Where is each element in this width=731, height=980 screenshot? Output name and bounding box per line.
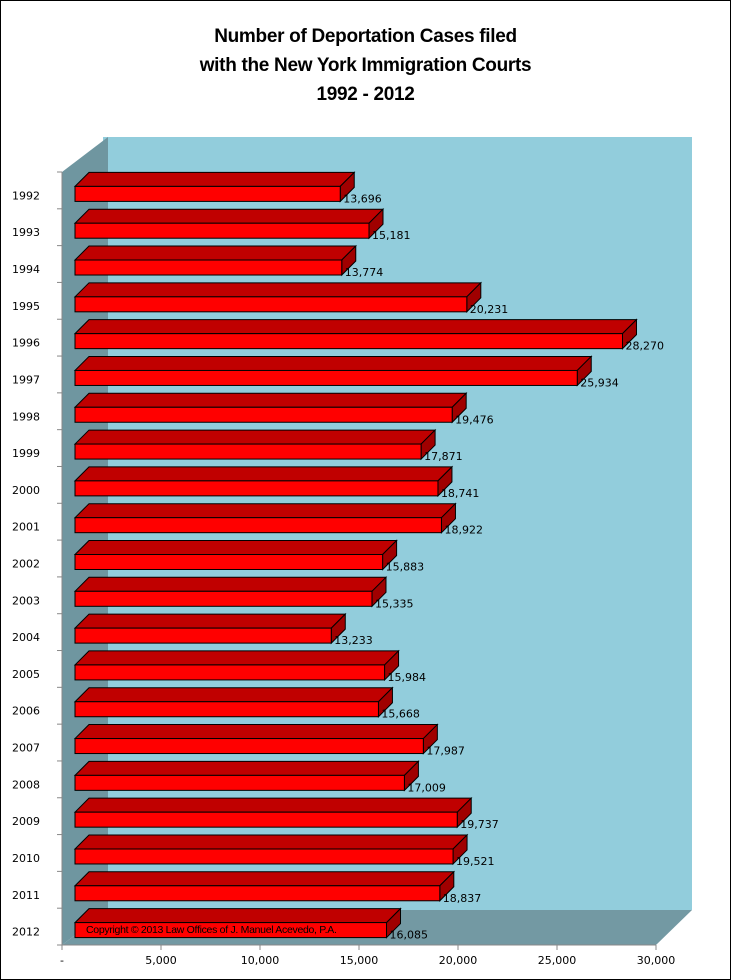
y-category-label: 2000	[12, 484, 40, 497]
bar-front-face	[74, 774, 405, 791]
bar-front-face	[74, 590, 373, 607]
bar-front-face	[74, 701, 379, 718]
copyright-annotation: Copyright © 2013 Law Offices of J. Manue…	[86, 924, 337, 936]
chart-title: Number of Deportation Cases filed with t…	[0, 22, 731, 109]
title-line-1: Number of Deportation Cases filed	[214, 26, 517, 47]
y-category-label: 2004	[12, 631, 40, 644]
bar-top-face	[73, 650, 400, 666]
bar-front-face	[74, 296, 468, 313]
bar-front-face	[74, 664, 386, 681]
y-category-label: 1994	[12, 263, 40, 276]
bar-top-face	[73, 576, 388, 592]
data-label: 18,837	[443, 892, 482, 905]
bar-top-face	[73, 760, 420, 776]
x-tick-label: 10,000	[241, 954, 280, 967]
bar-front-face	[74, 222, 370, 239]
y-category-label: 1993	[12, 226, 40, 239]
x-tick-label: 15,000	[340, 954, 379, 967]
data-label: 15,883	[386, 561, 425, 574]
bar-top-face	[73, 466, 454, 482]
bar-top-face	[73, 724, 439, 740]
bar-front-face	[74, 848, 454, 865]
y-category-label: 1995	[12, 300, 40, 313]
data-label: 13,696	[343, 192, 382, 205]
bar-front-face	[74, 406, 453, 423]
data-label: 17,009	[407, 781, 446, 794]
data-label: 15,668	[381, 708, 420, 721]
bar-top-face	[73, 245, 357, 261]
y-category-label: 1996	[12, 337, 40, 350]
title-line-3: 1992 - 2012	[316, 84, 415, 105]
bar-top-face	[73, 319, 638, 335]
data-label: 13,774	[345, 266, 384, 279]
bar-front-face	[74, 738, 424, 755]
y-category-label: 2003	[12, 594, 40, 607]
x-tick-label: 20,000	[439, 954, 478, 967]
bar-top-face	[73, 834, 469, 850]
x-tick-label: -	[60, 954, 64, 967]
y-category-label: 2005	[12, 668, 40, 681]
bar-front-face	[74, 185, 341, 202]
y-category-label: 1999	[12, 447, 40, 460]
bar-top-face	[73, 613, 347, 629]
bar-top-face	[73, 171, 356, 187]
bar-top-face	[73, 282, 483, 298]
data-label: 13,233	[334, 634, 373, 647]
y-category-label: 1997	[12, 373, 40, 386]
data-label: 15,335	[375, 597, 414, 610]
title-line-2: with the New York Immigration Courts	[199, 55, 532, 76]
x-tick-label: 25,000	[538, 954, 577, 967]
bar-front-face	[74, 517, 442, 534]
bar-top-face	[73, 208, 385, 224]
bar-top-face	[73, 687, 394, 703]
data-label: 20,231	[470, 303, 509, 316]
data-label: 19,521	[456, 855, 495, 868]
y-category-label: 2009	[12, 815, 40, 828]
bar-front-face	[74, 885, 441, 902]
y-category-label: 2010	[12, 852, 40, 865]
bar-front-face	[74, 333, 623, 350]
bar-front-face	[74, 554, 384, 570]
data-label: 19,737	[460, 818, 499, 831]
data-label: 18,922	[444, 524, 483, 537]
y-category-label: 1992	[12, 189, 40, 202]
y-category-label: 2002	[12, 558, 40, 571]
bar-front-face	[74, 480, 439, 497]
bar-top-face	[73, 540, 398, 555]
data-label: 18,741	[441, 487, 480, 500]
data-label: 17,987	[426, 745, 465, 758]
bar-front-face	[74, 811, 458, 828]
data-label: 28,270	[625, 340, 664, 353]
y-category-label: 2001	[12, 521, 40, 534]
bar-top-face	[73, 429, 437, 445]
y-category-label: 1998	[12, 410, 40, 423]
x-tick-label: 5,000	[145, 954, 177, 967]
bar-front-face	[74, 443, 422, 460]
y-category-label: 2006	[12, 705, 40, 718]
bar-top-face	[73, 871, 456, 887]
bar-top-face	[73, 392, 468, 408]
bar-front-face	[74, 627, 332, 644]
bar-front-face	[74, 369, 578, 386]
data-label: 25,934	[580, 376, 619, 389]
bar-front-face	[74, 259, 343, 276]
data-label: 15,984	[388, 671, 427, 684]
y-category-label: 2011	[12, 889, 40, 902]
bar-top-face	[73, 355, 593, 371]
data-label: 15,181	[372, 229, 411, 242]
y-category-label: 2008	[12, 778, 40, 791]
y-category-label: 2012	[12, 926, 40, 939]
bar-top-face	[73, 503, 457, 519]
bar-top-face	[73, 797, 473, 813]
y-category-label: 2007	[12, 742, 40, 755]
bar-front-face	[74, 922, 388, 939]
data-label: 17,871	[424, 450, 463, 463]
data-label: 19,476	[455, 413, 494, 426]
bar-top-face	[73, 908, 402, 924]
x-tick-label: 30,000	[637, 954, 676, 967]
data-label: 16,085	[390, 929, 429, 942]
